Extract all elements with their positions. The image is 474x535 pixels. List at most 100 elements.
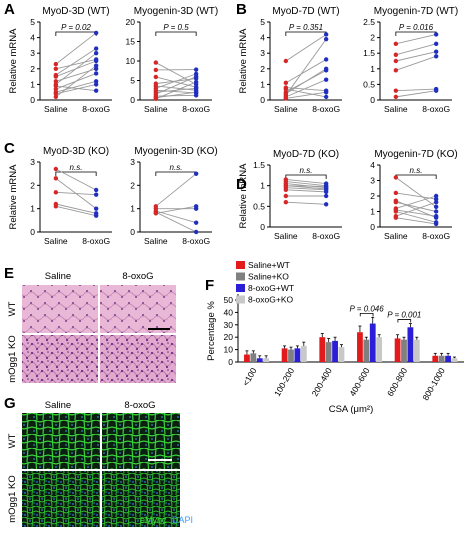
y-axis-label: Relative mRNA [8, 28, 19, 94]
pair-connector [395, 211, 437, 223]
bar [256, 358, 263, 362]
if-image-ko-saline [22, 471, 100, 527]
bar [432, 355, 439, 362]
panel-g-immunofluorescence: Saline 8-oxoG eMync DAPI WT mOgg1 KO [7, 400, 193, 527]
y-tick-label: 2 [30, 180, 35, 190]
point-8oxog [93, 30, 99, 36]
pair-plot-myogenin-7d-ko: Myogenin-7D (KO) 0 1 2 3 4 Saline 8-oxoG n.s. [370, 149, 457, 241]
panel-letter-a: A [4, 1, 15, 18]
point-saline [393, 41, 399, 47]
point-8oxog [93, 82, 99, 87]
x-tick-label: 600-800 [385, 366, 409, 398]
chart-title: MyoD-3D (KO) [43, 146, 109, 157]
pair-connector [155, 210, 197, 224]
point-8oxog [323, 36, 329, 42]
y-tick-label: 0 [370, 95, 375, 105]
point-8oxog [323, 57, 329, 62]
bar [445, 355, 451, 362]
point-8oxog [93, 71, 99, 76]
pair-plot-myod-3d-wt: MyoD-3D (WT) 0 1 2 3 4 5 Relative mRNA Saline 8-o… [8, 6, 112, 114]
y-tick-label: 1 [30, 204, 35, 214]
significance-bracket [55, 171, 97, 176]
x-tick-label-8oxog: 8-oxoG [182, 236, 210, 246]
point-saline [53, 82, 59, 87]
bar [338, 347, 345, 362]
point-saline [53, 176, 59, 181]
bar [294, 348, 301, 362]
panel-e-col-label-saline: Saline [45, 271, 71, 282]
significance-label: n.s. [70, 163, 83, 172]
point-saline [283, 200, 289, 205]
he-image-ko-8oxog [100, 335, 176, 383]
y-tick-label: 2.5 [363, 17, 375, 27]
chart-title: Myogenin-7D (WT) [374, 6, 458, 17]
point-8oxog [193, 79, 199, 85]
bar [413, 339, 420, 362]
x-tick-label-saline: Saline [274, 104, 298, 114]
point-saline [393, 175, 399, 180]
x-tick-label-8oxog: 8-oxoG [312, 231, 340, 241]
x-tick-label-8oxog: 8-oxoG [422, 104, 450, 114]
pair-connector [285, 34, 327, 62]
legend-swatch [236, 284, 245, 292]
point-8oxog [93, 187, 99, 193]
y-tick-label: 3 [370, 176, 375, 186]
point-8oxog [433, 209, 439, 214]
y-tick-label: 1 [260, 79, 265, 89]
significance-label: P = 0.001 [387, 311, 421, 320]
y-tick-label: 4 [30, 33, 35, 43]
pair-connector [285, 189, 327, 193]
pair-connector [285, 79, 327, 98]
legend-label: 8-oxoG+WT [248, 283, 294, 293]
pair-connector [155, 81, 197, 100]
point-saline [53, 79, 59, 84]
significance-label: P = 0.351 [289, 23, 323, 32]
panel-e-row-label-wt: WT [7, 301, 18, 316]
pair-connector [55, 52, 97, 85]
pair-connector [155, 91, 197, 99]
point-saline [53, 166, 59, 172]
pair-connector [285, 38, 327, 96]
point-8oxog [323, 193, 329, 199]
legend-swatch [236, 295, 245, 304]
point-8oxog [193, 90, 199, 95]
point-8oxog [323, 189, 329, 195]
panel-letter-b: B [236, 1, 247, 18]
pair-connector [155, 76, 197, 88]
point-8oxog [433, 54, 439, 59]
point-8oxog [323, 77, 329, 82]
x-tick-label-saline: Saline [144, 104, 168, 114]
if-stain-label: eMync DAPI [140, 515, 193, 525]
significance-label: P = 0.02 [61, 23, 91, 32]
panel-g-col-label-8oxog: 8-oxoG [124, 400, 155, 411]
pair-connector [285, 187, 327, 191]
point-8oxog [323, 202, 329, 207]
y-tick-label: 10 [224, 345, 234, 355]
point-8oxog [433, 41, 439, 47]
pair-connector [285, 91, 327, 99]
x-tick-label-saline: Saline [144, 236, 168, 246]
significance-bracket [285, 31, 327, 36]
panel-g-row-label-wt: WT [7, 433, 18, 448]
pair-connector [55, 32, 97, 65]
significance-bracket [359, 312, 374, 317]
x-tick-label-saline: Saline [384, 231, 408, 241]
y-tick-label: 0 [260, 95, 265, 105]
y-tick-label: 3 [30, 48, 35, 58]
point-saline [283, 86, 289, 92]
y-tick-label: 1 [370, 64, 375, 74]
pair-connector [155, 85, 197, 91]
point-8oxog [433, 200, 439, 205]
legend-label: Saline+KO [248, 272, 289, 282]
y-tick-label: 0.5 [363, 79, 375, 89]
y-axis-label: Relative mRNA [238, 28, 249, 94]
y-tick-label: 3 [130, 157, 135, 167]
point-saline [283, 96, 289, 101]
significance-label: P = 0.016 [399, 23, 434, 32]
point-saline [53, 204, 59, 209]
x-tick-label-8oxog: 8-oxoG [422, 231, 450, 241]
pair-plot-myod-7d-wt: MyoD-7D (WT) 0 1 2 3 4 5 Relative mRNA Saline 8-o… [238, 6, 342, 114]
point-8oxog [193, 74, 199, 79]
point-saline [393, 58, 399, 64]
bar [407, 327, 414, 362]
